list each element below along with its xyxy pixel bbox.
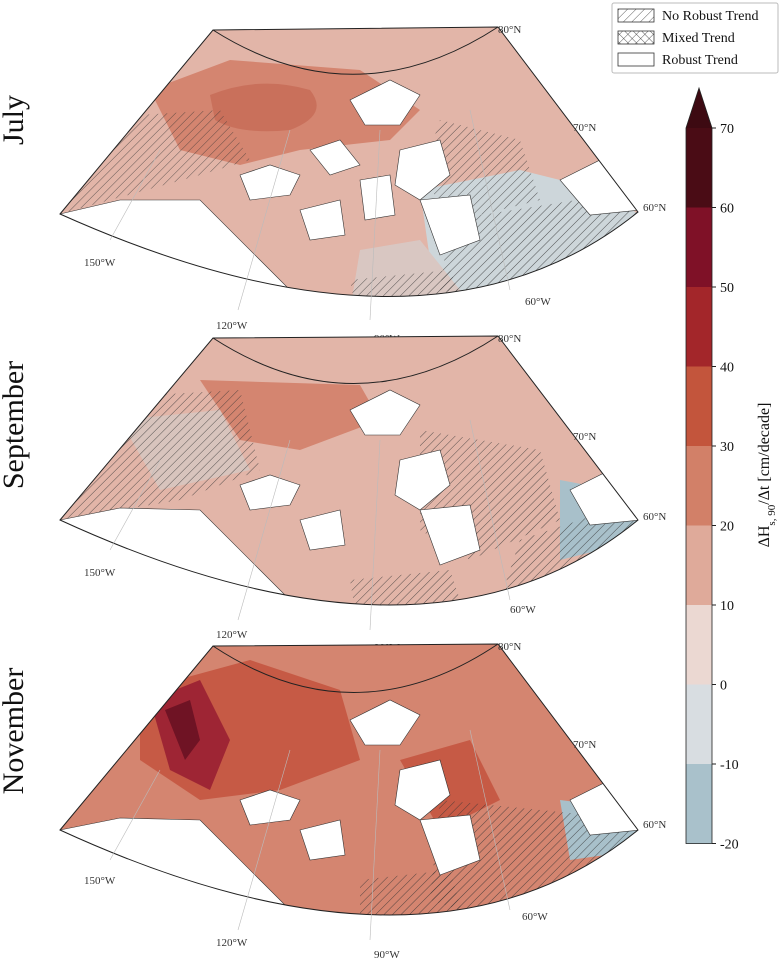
colorbar-segment [686, 764, 712, 844]
lon-label-60w: 60°W [510, 604, 536, 616]
lon-label-150w: 150°W [84, 875, 116, 887]
lat-label-70: 70°N [573, 122, 596, 134]
map-panel-november: 80°N 70°N 60°N 150°W 120°W 90°W 60°W [59, 641, 666, 961]
legend-label-no-robust: No Robust Trend [662, 9, 758, 24]
colorbar-segment [686, 605, 712, 685]
lon-label-60w: 60°W [522, 911, 548, 923]
colorbar-title: ΔHs, 90/Δt [cm/decade] [756, 403, 778, 548]
lat-label-70: 70°N [573, 431, 596, 443]
lon-label-150w: 150°W [84, 567, 116, 579]
colorbar-tick-label: 40 [720, 361, 734, 376]
lat-label-60: 60°N [643, 511, 666, 523]
colorbar-segment [686, 207, 712, 288]
legend-label-robust: Robust Trend [662, 53, 738, 68]
colorbar-tick-label: 0 [720, 679, 727, 694]
lat-label-70: 70°N [573, 739, 596, 751]
colorbar-extend-arrow [686, 88, 712, 128]
lat-label-80: 80°N [498, 24, 521, 36]
colorbar-segment [686, 287, 712, 367]
colorbar-tick-label: 70 [720, 122, 734, 137]
panel-label-november: November [0, 667, 30, 795]
colorbar-tick-label: 20 [720, 520, 734, 535]
legend-swatch-mixed [617, 30, 655, 45]
legend-swatch-no-robust [617, 8, 655, 23]
map-panel-july: 80°N 70°N 60°N 150°W 120°W 90°W 60°W [59, 24, 666, 345]
land [239, 164, 301, 201]
lon-label-150w: 150°W [84, 257, 116, 269]
colorbar-segment [686, 446, 712, 526]
lon-label-120w: 120°W [216, 320, 248, 332]
lon-label-60w: 60°W [525, 296, 551, 308]
colorbar: 70 60 50 40 30 20 10 0 -10 -20 [685, 86, 739, 853]
colorbar-tick-label: 60 [720, 202, 734, 217]
lon-label-120w: 120°W [216, 937, 248, 949]
lon-label-90w: 90°W [374, 949, 400, 961]
trend-legend: No Robust Trend Mixed Trend Robust Trend [611, 2, 779, 74]
colorbar-segment [686, 525, 712, 606]
colorbar-segment [686, 128, 712, 208]
lon-label-120w: 120°W [216, 629, 248, 641]
legend-swatch-robust [617, 52, 655, 67]
map-panel-september: 80°N 70°N 60°N 150°W 120°W 90°W 60°W [59, 333, 666, 654]
colorbar-tick-label: -10 [720, 758, 739, 773]
colorbar-tick-label: 10 [720, 599, 734, 614]
colorbar-tick-label: 50 [720, 281, 734, 296]
panel-label-july: July [0, 95, 30, 146]
colorbar-segment [686, 366, 712, 447]
lat-label-80: 80°N [498, 641, 521, 653]
colorbar-tick-label: -20 [720, 838, 739, 853]
colorbar-tick-label: 30 [720, 440, 734, 455]
legend-label-mixed: Mixed Trend [662, 31, 735, 46]
lat-label-60: 60°N [643, 819, 666, 831]
panel-label-september: September [0, 360, 30, 490]
colorbar-segment [686, 684, 712, 765]
lat-label-80: 80°N [498, 333, 521, 345]
lat-label-60: 60°N [643, 202, 666, 214]
